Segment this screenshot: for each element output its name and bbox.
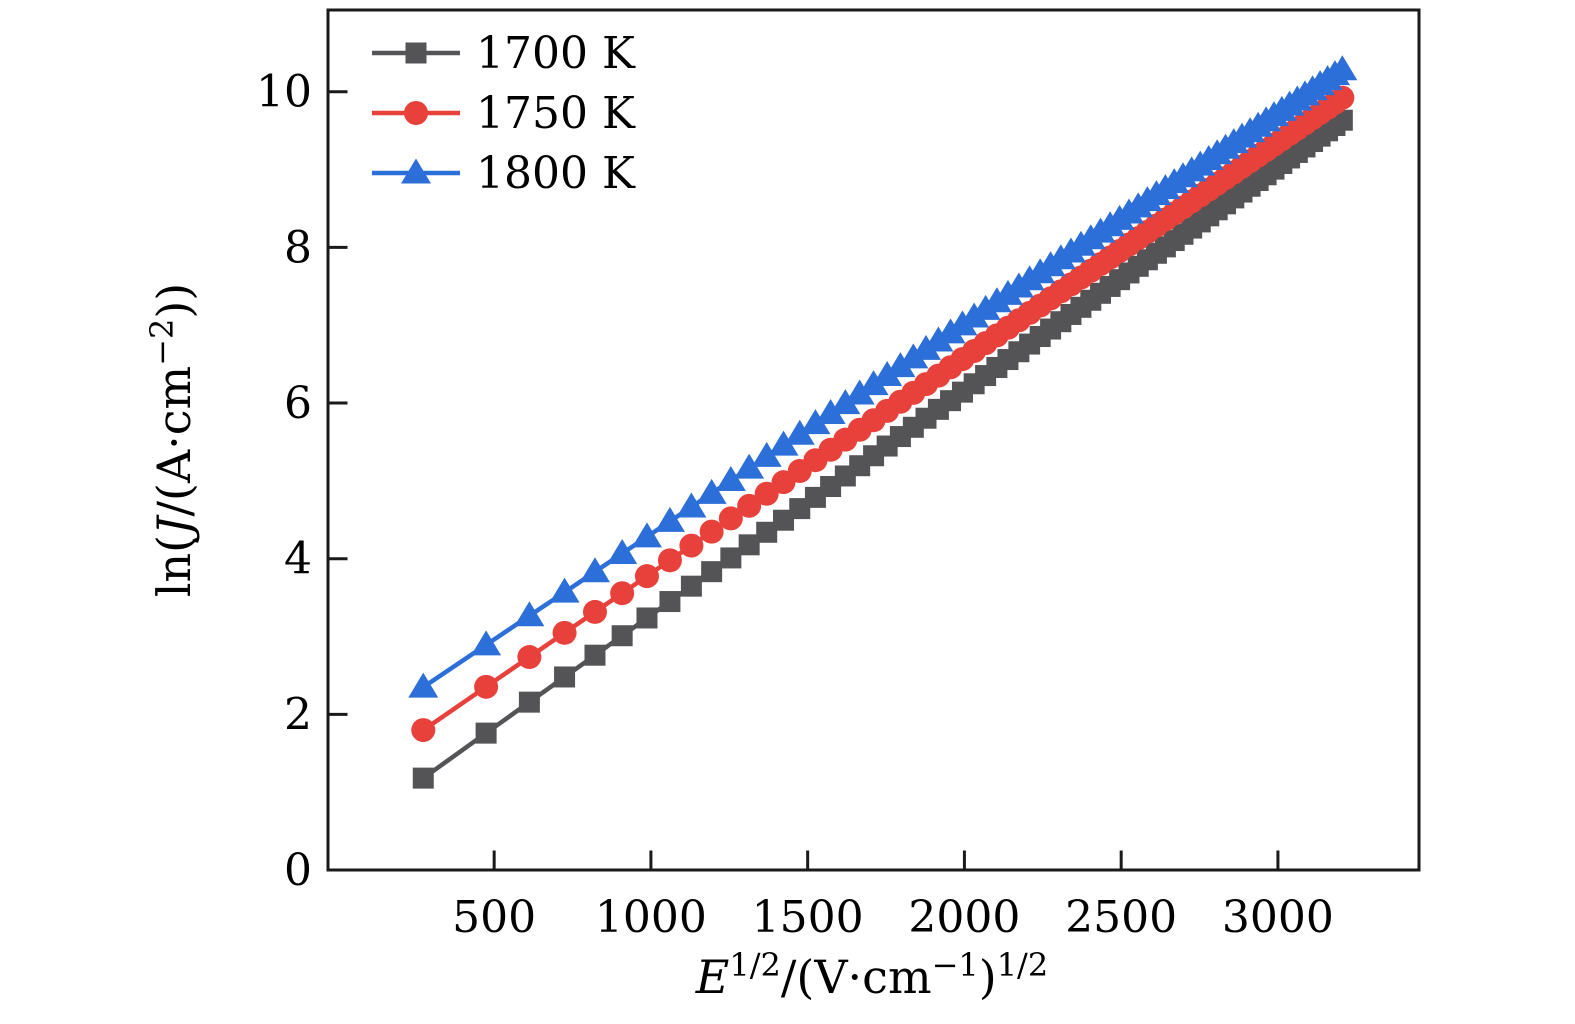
marker-circle — [657, 548, 682, 573]
x-label-mid: /(V·cm — [781, 950, 932, 1004]
x-tick-label: 1500 — [752, 892, 864, 943]
marker-square — [659, 591, 681, 613]
series-1750-k — [411, 85, 1355, 743]
marker-triangle — [858, 370, 889, 396]
marker-circle — [474, 674, 499, 699]
marker-circle — [699, 519, 724, 544]
legend: 1700 K 1750 K 1800 K — [372, 28, 636, 199]
marker-square — [773, 509, 795, 531]
marker-triangle — [715, 465, 746, 491]
x-tick-label: 2000 — [908, 892, 1020, 943]
x-tick-label: 500 — [452, 892, 536, 943]
marker-triangle — [844, 379, 875, 405]
marker-triangle — [768, 430, 799, 456]
x-axis-ticks: 500 1000 1500 2000 2500 3000 — [452, 850, 1334, 943]
marker-circle — [517, 645, 542, 670]
marker-square — [554, 666, 576, 688]
legend-item-1800-k: 1800 K — [372, 148, 636, 199]
marker-triangle — [579, 557, 610, 583]
legend-item-1700-k: 1700 K — [372, 28, 636, 79]
marker-triangle — [676, 492, 707, 518]
y-tick-label: 6 — [284, 378, 312, 429]
y-tick-label: 10 — [256, 67, 312, 118]
marker-circle — [737, 493, 762, 518]
marker-square — [701, 561, 723, 583]
x-tick-label: 3000 — [1222, 892, 1334, 943]
x-label-sup2: −1 — [932, 946, 979, 984]
marker-square — [405, 42, 427, 64]
marker-square — [518, 691, 540, 713]
y-label-close: )) — [147, 283, 201, 319]
marker-triangle — [607, 538, 638, 564]
marker-triangle — [696, 478, 727, 504]
marker-circle — [411, 718, 436, 743]
y-axis-label: ln(J/(A·cm−2)) — [143, 283, 201, 598]
marker-square — [412, 767, 434, 789]
marker-triangle — [631, 522, 662, 548]
marker-triangle — [734, 453, 765, 479]
y-axis-ticks: 0 2 4 6 8 10 — [256, 67, 348, 896]
marker-square — [756, 521, 778, 543]
marker-triangle — [800, 409, 831, 435]
y-label-mid: /(A·cm — [147, 366, 201, 517]
series-1700-k — [412, 109, 1353, 789]
marker-circle — [610, 581, 635, 606]
marker-circle — [1330, 85, 1355, 110]
marker-triangle — [830, 389, 861, 415]
marker-circle — [582, 599, 607, 624]
marker-square — [680, 575, 702, 597]
marker-triangle — [471, 630, 502, 656]
marker-circle — [754, 481, 779, 506]
y-tick-label: 8 — [284, 222, 312, 273]
marker-triangle — [654, 506, 685, 532]
marker-triangle — [751, 441, 782, 467]
x-axis-label: E1/2/(V·cm−1)1/2 — [695, 946, 1048, 1004]
legend-item-label: 1800 K — [476, 148, 636, 199]
marker-square — [738, 534, 760, 556]
marker-square — [720, 547, 742, 569]
marker-triangle — [401, 158, 431, 184]
marker-circle — [634, 564, 659, 589]
y-label-ln: ln( — [147, 535, 201, 597]
marker-triangle — [514, 601, 545, 627]
y-tick-label: 4 — [284, 534, 312, 585]
x-tick-label: 1000 — [595, 892, 707, 943]
series-1800-k — [408, 55, 1358, 698]
marker-square — [475, 722, 497, 744]
marker-square — [636, 607, 658, 629]
marker-triangle — [885, 352, 916, 378]
marker-triangle — [872, 360, 903, 386]
marker-circle — [552, 620, 577, 645]
x-label-sup3: 1/2 — [997, 946, 1049, 984]
x-label-variable: E — [695, 950, 730, 1004]
legend-item-label: 1750 K — [476, 88, 636, 139]
series-group — [408, 55, 1358, 789]
axes-frame — [326, 8, 1421, 872]
marker-triangle — [549, 577, 580, 603]
legend-item-1750-k: 1750 K — [372, 88, 636, 139]
marker-square — [611, 625, 633, 647]
marker-triangle — [1327, 55, 1358, 81]
marker-triangle — [784, 419, 815, 445]
y-tick-label: 2 — [284, 689, 312, 740]
marker-circle — [718, 506, 743, 531]
marker-circle — [404, 101, 428, 125]
y-label-sup: −2 — [143, 319, 181, 366]
legend-item-label: 1700 K — [476, 28, 636, 79]
marker-square — [584, 644, 606, 666]
x-tick-label: 2500 — [1065, 892, 1177, 943]
marker-triangle — [898, 343, 929, 369]
marker-circle — [679, 533, 704, 558]
x-label-sup1: 1/2 — [729, 946, 781, 984]
x-label-close: ) — [979, 950, 997, 1004]
marker-triangle — [408, 672, 439, 698]
y-tick-label: 0 — [284, 845, 312, 896]
marker-triangle — [815, 398, 846, 424]
